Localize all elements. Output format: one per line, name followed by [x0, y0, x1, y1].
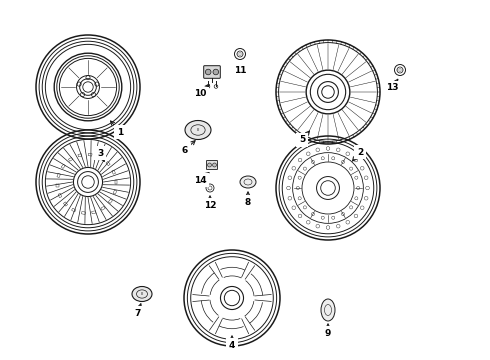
- Bar: [56, 184, 59, 188]
- Bar: [69, 157, 73, 161]
- Bar: [98, 156, 102, 159]
- Circle shape: [213, 163, 217, 167]
- Bar: [112, 170, 116, 174]
- Bar: [113, 190, 117, 194]
- Text: 2: 2: [357, 148, 363, 157]
- Bar: [88, 153, 92, 156]
- Text: 11: 11: [234, 66, 246, 75]
- Bar: [106, 161, 110, 166]
- Text: 6: 6: [182, 145, 188, 154]
- Text: III: III: [196, 128, 200, 132]
- Text: 12: 12: [204, 201, 216, 210]
- Ellipse shape: [185, 121, 211, 140]
- Circle shape: [213, 69, 219, 75]
- Circle shape: [207, 163, 212, 167]
- Bar: [58, 193, 62, 198]
- Text: 7: 7: [135, 309, 141, 318]
- Text: 14: 14: [194, 176, 206, 185]
- Bar: [115, 180, 117, 184]
- Text: 8: 8: [245, 198, 251, 207]
- Bar: [72, 208, 76, 212]
- Bar: [101, 206, 105, 210]
- Text: 9: 9: [325, 328, 331, 338]
- Text: 1: 1: [117, 127, 123, 136]
- Ellipse shape: [132, 287, 152, 302]
- FancyBboxPatch shape: [204, 66, 221, 78]
- Ellipse shape: [240, 176, 256, 188]
- Bar: [78, 154, 82, 157]
- Text: 13: 13: [386, 84, 398, 93]
- Text: III: III: [140, 292, 144, 296]
- Bar: [61, 164, 65, 168]
- Circle shape: [205, 69, 211, 75]
- Bar: [81, 211, 85, 215]
- Bar: [63, 202, 68, 206]
- Text: 10: 10: [194, 90, 206, 99]
- Bar: [92, 211, 96, 214]
- Bar: [108, 199, 113, 203]
- Text: 3: 3: [97, 149, 103, 158]
- Ellipse shape: [321, 299, 335, 321]
- FancyBboxPatch shape: [206, 161, 218, 170]
- Text: 5: 5: [299, 135, 305, 144]
- Text: 4: 4: [229, 341, 235, 350]
- Bar: [57, 174, 60, 177]
